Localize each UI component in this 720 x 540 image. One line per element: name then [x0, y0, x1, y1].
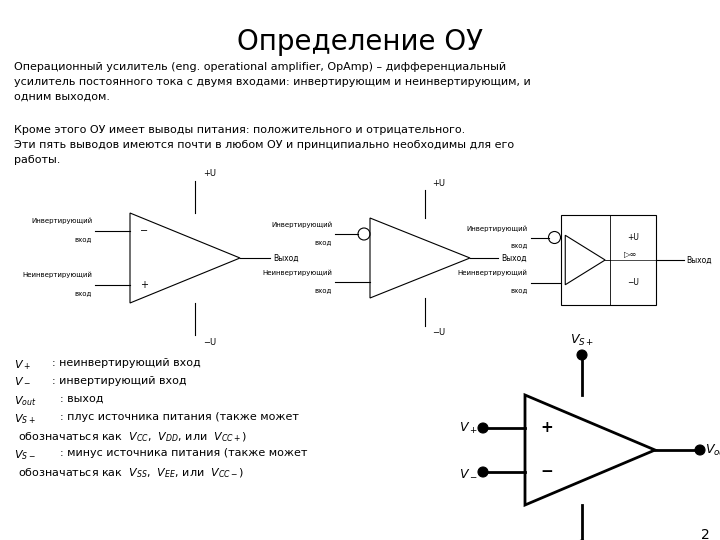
Text: Эти пять выводов имеются почти в любом ОУ и принципиально необходимы для его: Эти пять выводов имеются почти в любом О… — [14, 140, 514, 150]
Bar — [560, 215, 655, 305]
Text: вход: вход — [315, 287, 332, 293]
Text: : неинвертирующий вход: : неинвертирующий вход — [52, 358, 201, 368]
Text: +: + — [541, 421, 554, 435]
Text: вход: вход — [75, 290, 92, 296]
Text: : минус источника питания (также может: : минус источника питания (также может — [60, 448, 307, 458]
Text: вход: вход — [315, 239, 332, 245]
Text: −U: −U — [627, 278, 639, 287]
Circle shape — [577, 350, 587, 360]
Text: : инвертирующий вход: : инвертирующий вход — [52, 376, 186, 386]
Text: обозначаться как  $V_{SS}$,  $V_{EE}$, или  $V_{CC-}$): обозначаться как $V_{SS}$, $V_{EE}$, или… — [18, 466, 244, 480]
Text: −U: −U — [432, 328, 445, 337]
Text: одним выходом.: одним выходом. — [14, 92, 110, 102]
Text: $V_{S+}$: $V_{S+}$ — [14, 412, 36, 426]
Text: обозначаться как  $V_{CC}$,  $V_{DD}$, или  $V_{CC+}$): обозначаться как $V_{CC}$, $V_{DD}$, или… — [18, 430, 248, 443]
Text: +: + — [140, 280, 148, 290]
Text: $V_+$: $V_+$ — [14, 358, 31, 372]
Circle shape — [478, 423, 488, 433]
Text: Выход: Выход — [273, 253, 299, 262]
Text: вход: вход — [75, 236, 92, 242]
Text: ▷∞: ▷∞ — [624, 251, 637, 260]
Text: Выход: Выход — [686, 255, 712, 265]
Text: +U: +U — [203, 169, 216, 178]
Text: : плус источника питания (также может: : плус источника питания (также может — [60, 412, 299, 422]
Text: вход: вход — [510, 287, 528, 294]
Text: $V_{S+}$: $V_{S+}$ — [570, 333, 594, 348]
Text: Инвертирующий: Инвертирующий — [467, 225, 528, 232]
Text: +U: +U — [627, 233, 639, 242]
Text: усилитель постоянного тока с двумя входами: инвертирующим и неинвертирующим, и: усилитель постоянного тока с двумя входа… — [14, 77, 531, 87]
Text: Операционный усилитель (eng. operational amplifier, OpAmp) – дифференциальный: Операционный усилитель (eng. operational… — [14, 62, 506, 72]
Text: Инвертирующий: Инвертирующий — [271, 221, 332, 228]
Text: Неинвертирующий: Неинвертирующий — [22, 272, 92, 278]
Text: Выход: Выход — [501, 253, 526, 262]
Text: $V_{out}$: $V_{out}$ — [14, 394, 37, 408]
Circle shape — [478, 467, 488, 477]
Text: +U: +U — [432, 179, 445, 188]
Text: : выход: : выход — [60, 394, 104, 404]
Text: работы.: работы. — [14, 155, 60, 165]
Text: $V_+$: $V_+$ — [459, 421, 478, 436]
Text: −: − — [140, 226, 148, 236]
Text: −: − — [541, 464, 554, 480]
Text: $V_{S-}$: $V_{S-}$ — [14, 448, 36, 462]
Text: Инвертирующий: Инвертирующий — [31, 218, 92, 224]
Text: $V_{out}$: $V_{out}$ — [705, 442, 720, 457]
Text: −U: −U — [203, 338, 216, 347]
Text: 2: 2 — [701, 528, 710, 540]
Text: $V_-$: $V_-$ — [459, 465, 478, 478]
Text: $V_-$: $V_-$ — [14, 376, 31, 386]
Text: Неинвертирующий: Неинвертирующий — [458, 270, 528, 276]
Text: Определение ОУ: Определение ОУ — [237, 28, 483, 56]
Text: Кроме этого ОУ имеет выводы питания: положительного и отрицательного.: Кроме этого ОУ имеет выводы питания: пол… — [14, 125, 465, 135]
Text: вход: вход — [510, 242, 528, 248]
Text: Неинвертирующий: Неинвертирующий — [262, 269, 332, 276]
Circle shape — [695, 445, 705, 455]
